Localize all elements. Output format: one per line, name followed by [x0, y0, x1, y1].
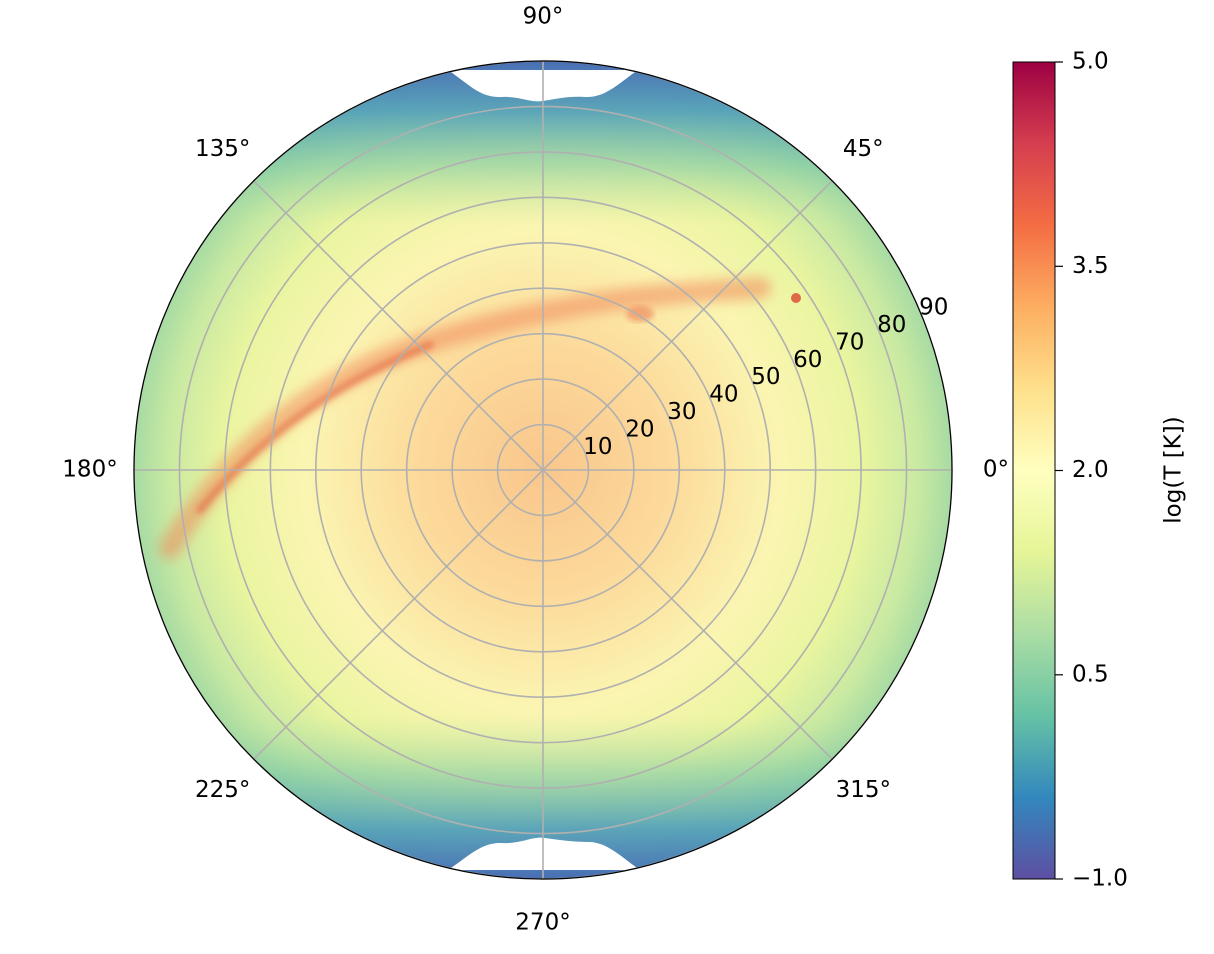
colorbar-tick-label: 3.5 — [1072, 253, 1109, 279]
radial-tick-label: 20 — [625, 416, 654, 442]
radial-tick-label: 40 — [709, 382, 738, 408]
colorbar-ticks: 5.0 3.5 2.0 0.5 −1.0 — [1055, 49, 1128, 892]
hot-spot — [626, 306, 654, 322]
hot-streak-core — [196, 341, 434, 514]
colorbar-tick-label: 2.0 — [1072, 457, 1109, 483]
theta-tick-label: 225° — [195, 777, 250, 803]
polar-grid — [133, 60, 953, 880]
theta-gridline-225 — [253, 469, 544, 760]
theta-tick-label: 180° — [62, 457, 117, 483]
colorbar-label: log(T [K]) — [1161, 416, 1187, 523]
radial-tick-label: 60 — [793, 347, 822, 373]
theta-tick-label: 135° — [195, 136, 250, 162]
radial-tick-label: 10 — [583, 434, 612, 460]
radial-tick-label: 30 — [667, 399, 696, 425]
polar-frame — [133, 60, 953, 880]
hot-spot-small — [791, 293, 801, 303]
masked-region-bottom — [448, 837, 640, 870]
theta-tick-labels: 0° 45° 90° 135° 180° 225° 270° 315° — [62, 4, 1009, 936]
theta-tick-label: 315° — [836, 777, 891, 803]
theta-gridline-135 — [253, 180, 544, 471]
radial-tick-label: 50 — [751, 364, 780, 390]
radial-tick-labels: 10 20 30 40 50 60 70 80 90 — [583, 295, 948, 460]
theta-tick-label: 45° — [843, 136, 884, 162]
radial-tick-label: 90 — [919, 295, 948, 321]
theta-gridline-45 — [542, 180, 833, 471]
colorbar-tick-label: −1.0 — [1072, 866, 1128, 892]
theta-tick-label: 90° — [523, 4, 564, 30]
colorbar — [1012, 61, 1056, 880]
colorbar-tick-label: 5.0 — [1072, 49, 1109, 75]
theta-tick-label: 270° — [515, 910, 570, 936]
radial-tick-label: 80 — [877, 312, 906, 338]
radial-tick-label: 70 — [835, 329, 864, 355]
theta-gridline-315 — [542, 469, 833, 760]
colorbar-tick-label: 0.5 — [1072, 661, 1109, 687]
theta-tick-label: 0° — [983, 457, 1009, 483]
